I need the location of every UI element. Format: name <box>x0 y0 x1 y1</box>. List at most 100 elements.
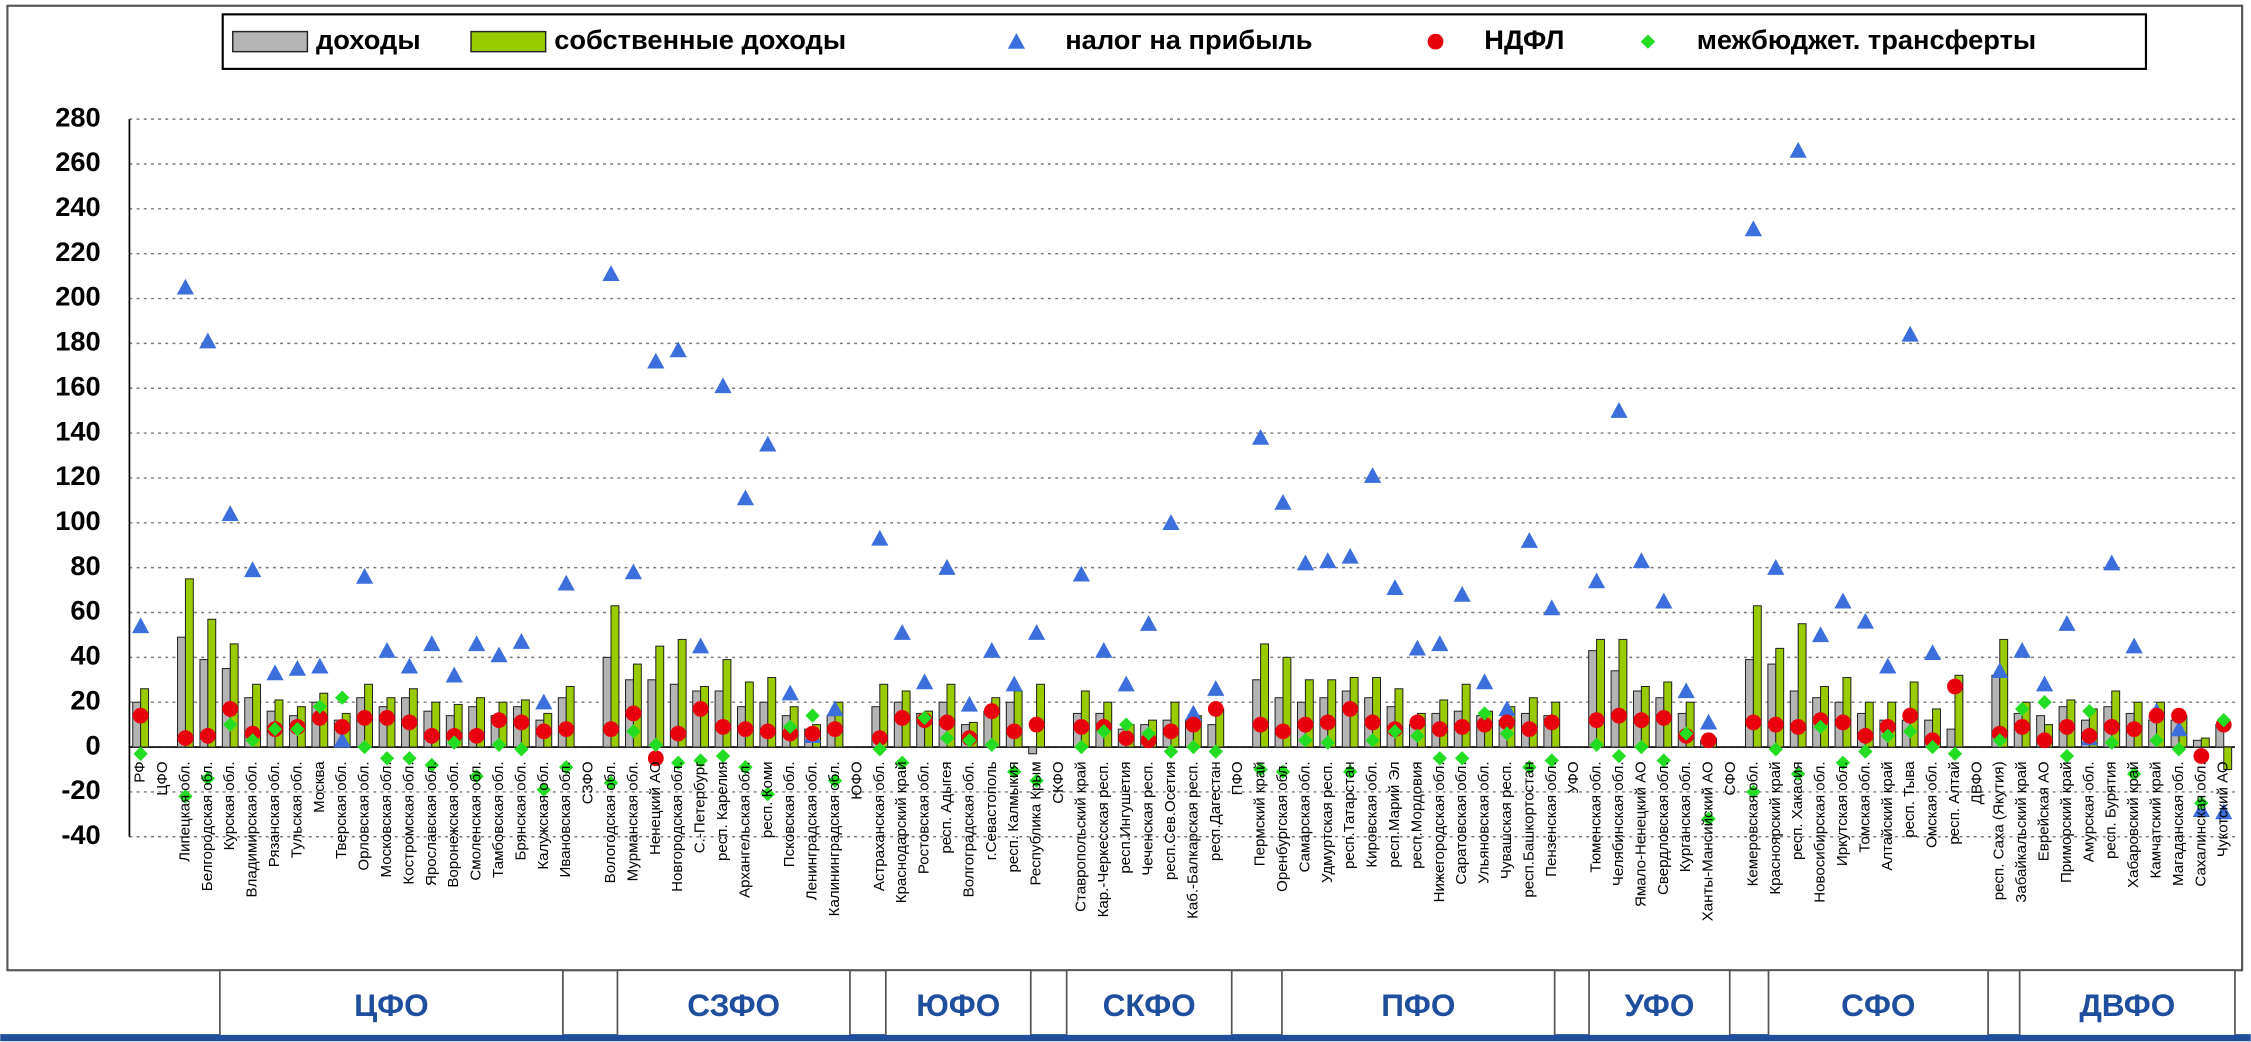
triangle-marker <box>1923 644 1942 661</box>
triangle-marker <box>356 568 374 584</box>
x-tick-label: респ.Марий Эл <box>1386 761 1403 867</box>
triangle-marker <box>1587 572 1606 589</box>
bar <box>924 710 933 748</box>
y-tick-label: 20 <box>70 684 100 715</box>
bar <box>1327 679 1337 748</box>
diamond-marker <box>1432 751 1447 766</box>
diamond-marker <box>962 733 977 748</box>
triangle-marker <box>311 657 329 674</box>
triangle-marker <box>244 561 262 578</box>
bar <box>700 686 710 748</box>
x-tick-label: Калужская обл. <box>535 761 552 869</box>
x-tick-label: Тамбовская обл. <box>490 761 507 877</box>
triangle-marker <box>1072 565 1091 582</box>
bar <box>722 659 732 748</box>
diamond-marker <box>1858 744 1873 759</box>
diamond-marker <box>178 789 193 804</box>
triangle-marker <box>1319 552 1337 569</box>
dot-marker <box>827 721 843 738</box>
district-label: УФО <box>1624 987 1694 1023</box>
triangle-marker <box>199 332 217 349</box>
x-tick-label: Брянская обл. <box>512 761 529 860</box>
x-tick-label: СФО <box>1722 761 1739 795</box>
diamond-marker <box>760 786 775 802</box>
dot-marker <box>1947 678 1963 695</box>
dot-marker <box>2081 727 2098 744</box>
dot-marker <box>334 718 351 735</box>
dot-marker <box>222 701 239 717</box>
district-label: ПФО <box>1381 987 1455 1023</box>
diamond-marker <box>1343 764 1358 779</box>
x-tick-label: Новгородская обл. <box>669 761 686 891</box>
district-label: СФО <box>1841 987 1915 1023</box>
x-tick-label: Удмуртская респ. <box>1319 761 1336 883</box>
diamond-marker <box>1522 760 1537 775</box>
x-tick-label: Приморский край <box>2058 761 2075 883</box>
legend-label: собственные доходы <box>554 24 846 55</box>
dot-marker <box>1655 710 1672 726</box>
bar <box>1036 683 1045 748</box>
diamond-marker <box>245 733 260 748</box>
x-tick-label: Ленинградская обл. <box>804 761 821 900</box>
district-tab <box>2018 969 2236 1035</box>
district-label: ЮФО <box>916 987 1000 1023</box>
x-tick-label: РФ <box>132 761 149 782</box>
bar <box>207 618 217 748</box>
dot-marker <box>468 727 485 744</box>
triangle-marker <box>2215 803 2233 820</box>
dot-marker <box>423 727 440 744</box>
dot-marker <box>2193 748 2210 764</box>
triangle-marker <box>1610 402 1628 418</box>
diamond-marker <box>1007 764 1022 779</box>
x-tick-label: Чеченская респ. <box>1140 761 1157 875</box>
dot-marker <box>1319 714 1336 731</box>
x-tick-label: Тульская обл. <box>288 761 305 858</box>
triangle-marker <box>1408 639 1426 656</box>
dot-marker <box>1207 701 1224 717</box>
triangle-marker <box>1184 704 1203 721</box>
triangle-marker <box>759 435 777 452</box>
x-tick-label: Магаданская обл. <box>2170 761 2187 886</box>
diamond-marker <box>1589 737 1604 752</box>
diamond-marker <box>1656 753 1671 768</box>
diamond-marker <box>559 760 574 775</box>
x-tick-label: Краснодарский край <box>893 761 910 903</box>
x-tick-label: УФО <box>1565 761 1582 793</box>
bar <box>1274 697 1284 748</box>
x-tick-label: Мурманская обл. <box>624 761 641 881</box>
x-tick-label: ЮФО <box>848 761 865 799</box>
triangle-marker <box>781 684 799 701</box>
triangle-marker <box>288 659 307 676</box>
dot-marker <box>177 730 194 746</box>
diamond-marker <box>1902 724 1918 739</box>
x-tick-label: Еврейская АО <box>2036 761 2053 861</box>
district-tab <box>1065 969 1233 1035</box>
dot-marker <box>1767 716 1784 733</box>
diamond-marker <box>1947 746 1963 761</box>
bar <box>2200 737 2210 748</box>
x-tick-label: респ. Карелия <box>714 761 731 861</box>
triangle-marker <box>871 529 889 546</box>
triangle-marker <box>1274 493 1292 510</box>
legend-label: НДФЛ <box>1484 24 1564 55</box>
dot-marker <box>199 727 216 744</box>
diamond-marker <box>1634 739 1649 755</box>
triangle-marker <box>915 673 934 690</box>
x-tick-label: респ. Хакасия <box>1789 761 1806 860</box>
triangle-marker <box>1632 552 1650 569</box>
district-label: СЗФО <box>687 987 780 1023</box>
triangle-marker <box>2125 637 2143 654</box>
bar <box>1341 690 1351 748</box>
triangle-marker <box>1991 662 2009 678</box>
bar <box>1954 674 1964 748</box>
x-tick-label: Кемеровская обл. <box>1744 761 1761 886</box>
district-label: СКФО <box>1103 987 1196 1023</box>
bar <box>1282 656 1292 748</box>
triangle-marker <box>512 633 531 649</box>
x-tick-label: респ.Ингушетия <box>1117 761 1134 873</box>
diamond-marker <box>895 755 910 770</box>
x-tick-label: Сахалинская обл. <box>2192 761 2209 886</box>
triangle-marker <box>1386 579 1404 596</box>
bar <box>431 701 441 748</box>
